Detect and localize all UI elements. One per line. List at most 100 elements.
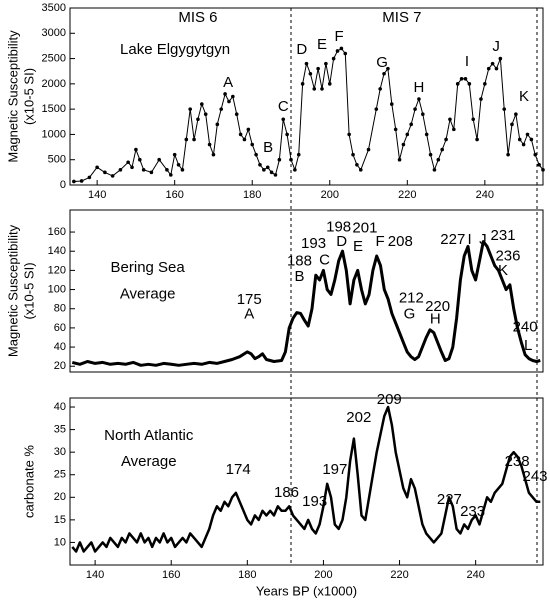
data-point bbox=[258, 162, 262, 167]
x-tick-label: 180 bbox=[238, 569, 256, 581]
data-point bbox=[397, 157, 402, 162]
annotation: F bbox=[376, 233, 385, 250]
data-point bbox=[448, 117, 452, 122]
data-point bbox=[389, 102, 394, 106]
data-point bbox=[324, 61, 328, 66]
data-point bbox=[378, 87, 382, 91]
x-tick-label: 240 bbox=[476, 189, 494, 201]
annotation: 236 bbox=[495, 248, 520, 265]
data-point bbox=[424, 132, 429, 137]
data-point bbox=[169, 173, 173, 177]
data-point bbox=[498, 56, 503, 61]
data-point bbox=[289, 157, 293, 162]
annotation: Lake Elgygytgyn bbox=[120, 41, 230, 58]
y-tick-label: 40 bbox=[54, 341, 66, 353]
data-point bbox=[459, 77, 464, 81]
y-tick-label: 3000 bbox=[42, 27, 66, 39]
data-point bbox=[386, 66, 390, 71]
x-tick-label: 160 bbox=[162, 569, 180, 581]
data-point bbox=[471, 117, 476, 122]
data-point bbox=[103, 170, 107, 175]
data-point bbox=[514, 112, 518, 116]
data-point bbox=[405, 132, 410, 137]
data-point bbox=[343, 51, 348, 56]
x-tick-label: 160 bbox=[166, 189, 184, 201]
annotation: J bbox=[492, 38, 500, 55]
annotation: A bbox=[244, 306, 254, 323]
data-point bbox=[285, 132, 289, 137]
data-point bbox=[262, 168, 266, 172]
annotation: H bbox=[430, 311, 441, 328]
annotation: D bbox=[336, 233, 347, 250]
data-point bbox=[428, 152, 433, 157]
x-tick-label: 200 bbox=[314, 569, 332, 581]
data-point bbox=[72, 179, 76, 184]
data-point bbox=[339, 46, 344, 51]
data-point bbox=[312, 87, 317, 91]
y-axis-label: carbonate % bbox=[21, 445, 36, 518]
data-point bbox=[467, 82, 472, 86]
data-line bbox=[71, 240, 541, 367]
data-point bbox=[300, 82, 305, 86]
plot-frame bbox=[69, 397, 544, 566]
data-point bbox=[316, 66, 320, 71]
annotation: 193 bbox=[301, 235, 326, 252]
annotation: B bbox=[263, 139, 273, 156]
data-point bbox=[203, 112, 208, 116]
data-point bbox=[529, 137, 534, 142]
y-tick-label: 20 bbox=[54, 360, 66, 372]
annotation: Average bbox=[120, 285, 176, 302]
data-point bbox=[533, 152, 538, 157]
annotation: K bbox=[519, 88, 529, 105]
data-point bbox=[200, 102, 204, 106]
annotation: C bbox=[319, 251, 330, 268]
x-tick-label: 200 bbox=[321, 189, 339, 201]
data-point bbox=[242, 137, 247, 142]
y-tick-label: 2500 bbox=[42, 52, 66, 64]
data-point bbox=[355, 162, 359, 167]
y-tick-label: 500 bbox=[48, 154, 66, 166]
data-point bbox=[506, 152, 510, 157]
annotation: 175 bbox=[237, 291, 262, 308]
annotation: D bbox=[296, 41, 307, 58]
plot-frame bbox=[69, 209, 544, 373]
data-point bbox=[238, 132, 243, 137]
data-point bbox=[211, 152, 216, 157]
data-point bbox=[219, 107, 224, 111]
annotation: J bbox=[479, 231, 487, 248]
annotation: North Atlantic bbox=[104, 427, 194, 444]
data-point bbox=[165, 168, 169, 172]
annotation: G bbox=[376, 54, 388, 71]
y-tick-label: 1500 bbox=[42, 103, 66, 115]
annotation: 193 bbox=[302, 493, 327, 510]
data-point bbox=[351, 152, 355, 157]
annotation: 188 bbox=[287, 252, 312, 269]
annotation: 202 bbox=[346, 409, 371, 426]
annotation: 208 bbox=[388, 233, 413, 250]
data-point bbox=[436, 157, 441, 162]
y-tick-label: 10 bbox=[54, 536, 66, 548]
annotation: 240 bbox=[513, 318, 538, 335]
data-point bbox=[296, 152, 301, 157]
y-tick-label: 160 bbox=[48, 226, 66, 238]
annotation: 212 bbox=[399, 289, 424, 306]
data-point bbox=[541, 168, 545, 172]
data-point bbox=[223, 92, 227, 96]
annotation: 227 bbox=[440, 231, 465, 248]
y-tick-label: 2000 bbox=[42, 78, 66, 90]
data-point bbox=[269, 170, 274, 175]
data-point bbox=[141, 168, 146, 172]
annotation: G bbox=[404, 306, 416, 323]
annotation: 186 bbox=[274, 484, 299, 501]
data-line bbox=[71, 405, 541, 553]
data-point bbox=[87, 175, 92, 180]
x-tick-label: 240 bbox=[466, 569, 484, 581]
data-point bbox=[335, 49, 340, 53]
data-point bbox=[393, 127, 398, 132]
data-point bbox=[188, 107, 192, 111]
annotation: C bbox=[278, 98, 289, 115]
y-axis-label: (x10-5 SI) bbox=[21, 68, 36, 125]
data-point bbox=[382, 71, 386, 76]
data-point bbox=[417, 97, 421, 101]
